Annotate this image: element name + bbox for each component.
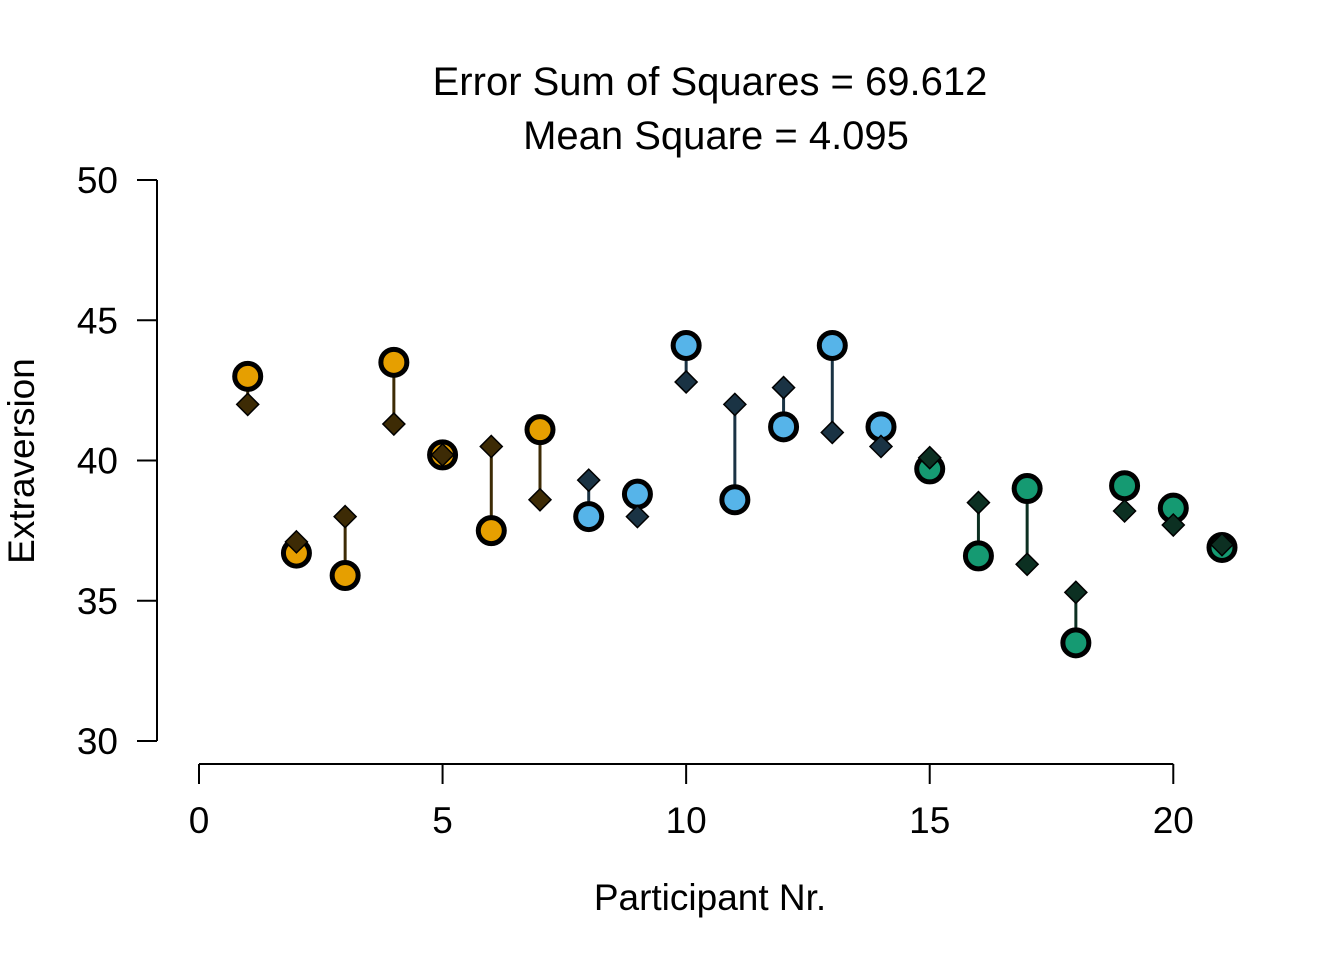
predicted-point [820, 420, 845, 445]
predicted-point [771, 375, 796, 400]
observed-point [1011, 473, 1043, 505]
observed-point [475, 515, 507, 547]
predicted-point [674, 369, 699, 395]
predicted-point [430, 442, 455, 467]
predicted-points [235, 369, 1235, 605]
predicted-point [479, 434, 504, 459]
y-axis: 30 35 40 45 50 [77, 160, 158, 762]
observed-point [329, 560, 361, 592]
x-tick-label: 15 [909, 800, 950, 841]
predicted-point [722, 392, 747, 417]
predicted-point [917, 445, 942, 470]
y-tick-label: 35 [77, 581, 118, 622]
x-axis: 0 5 10 15 20 [189, 763, 1194, 841]
y-tick-label: 40 [77, 441, 118, 482]
observed-point [621, 478, 653, 510]
observed-point [232, 360, 264, 392]
y-axis-label: Extraversion [1, 358, 42, 564]
observed-point [768, 411, 800, 443]
y-tick-label: 50 [77, 160, 118, 201]
predicted-point [966, 490, 991, 515]
chart-subtitle: Mean Square = 4.095 [523, 114, 909, 158]
predicted-point [1015, 552, 1040, 577]
predicted-point [527, 487, 553, 512]
predicted-point [1161, 512, 1186, 538]
observed-point [719, 484, 751, 516]
predicted-point [868, 434, 894, 459]
predicted-point [625, 504, 650, 529]
predicted-point [333, 504, 358, 529]
chart-title: Error Sum of Squares = 69.612 [433, 60, 988, 104]
y-tick-label: 45 [77, 300, 118, 341]
observed-points [232, 329, 1238, 659]
observed-point [670, 329, 702, 361]
predicted-point [284, 529, 309, 554]
observed-point [378, 346, 410, 378]
x-tick-label: 20 [1153, 800, 1194, 841]
x-axis-label: Participant Nr. [594, 877, 826, 918]
y-tick-label: 30 [77, 721, 118, 762]
predicted-point [381, 411, 406, 437]
observed-point [962, 540, 994, 572]
observed-point [1109, 470, 1141, 502]
predicted-point [576, 468, 601, 493]
observed-point [573, 501, 605, 533]
x-tick-label: 5 [432, 800, 453, 841]
x-tick-label: 0 [189, 800, 210, 841]
observed-point [524, 414, 556, 446]
predicted-point [1209, 532, 1235, 557]
observed-point [1060, 627, 1092, 659]
predicted-point [235, 392, 260, 417]
predicted-point [1112, 498, 1137, 524]
x-tick-label: 10 [666, 800, 707, 841]
predicted-point [1063, 580, 1088, 605]
observed-point [816, 329, 848, 361]
